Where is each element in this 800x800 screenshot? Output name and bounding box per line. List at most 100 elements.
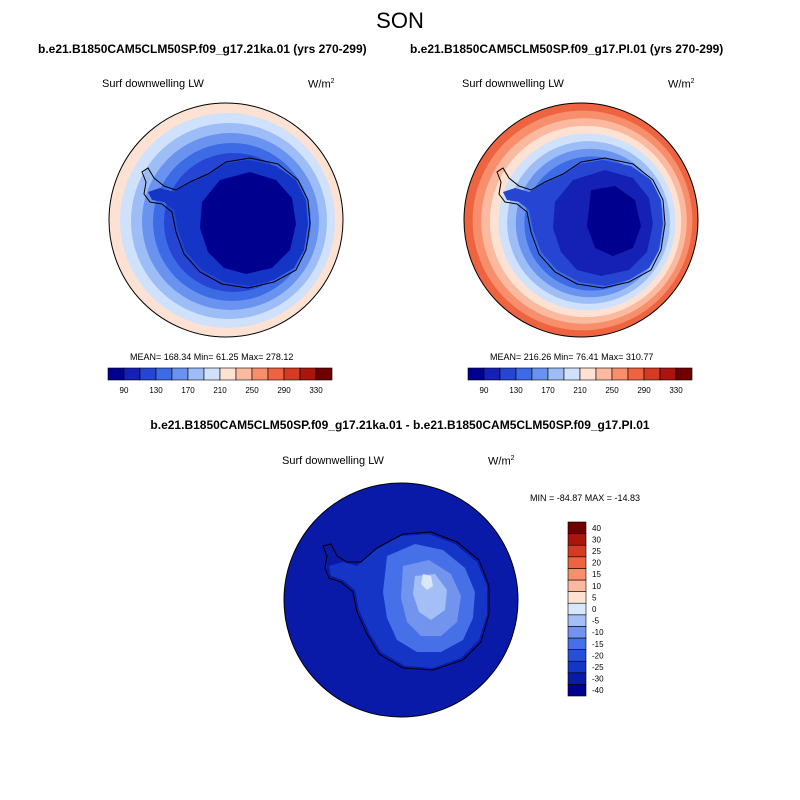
left-colorbar-box: [267, 367, 285, 381]
left-continent-core: [200, 172, 296, 274]
diff-colorbar-box: [567, 637, 587, 650]
diff-map-border: [283, 482, 519, 718]
diff-colorbar-label: -25: [592, 663, 604, 672]
left-stats: MEAN= 168.34 Min= 61.25 Max= 278.12: [130, 352, 294, 362]
diff-colorbar-label: 5: [592, 593, 597, 602]
diff-continent-patch: [421, 574, 433, 590]
right-colorbar-box: [563, 367, 581, 381]
right-colorbar-box: [515, 367, 533, 381]
right-colorbar-box: [627, 367, 645, 381]
right-polar-map: [463, 102, 699, 338]
diff-polar-map: [283, 482, 519, 718]
right-colorbar-label: 330: [669, 386, 683, 395]
left-colorbar-box: [139, 367, 157, 381]
left-colorbar-label: 90: [120, 386, 129, 395]
diff-colorbar-label: 30: [592, 535, 601, 544]
left-colorbar-box: [315, 367, 333, 381]
right-colorbar-box: [579, 367, 597, 381]
diff-case-title: b.e21.B1850CAM5CLM50SP.f09_g17.21ka.01 -…: [150, 418, 650, 432]
right-colorbar: 90130170210250290330370: [467, 367, 693, 395]
left-colorbar-label: 290: [277, 386, 291, 395]
right-colorbar-box: [547, 367, 565, 381]
right-stats: MEAN= 216.26 Min= 76.41 Max= 310.77: [490, 352, 654, 362]
diff-stats: MIN = -84.87 MAX = -14.83: [530, 493, 641, 503]
left-colorbar-label: 130: [149, 386, 163, 395]
left-colorbar-label: 250: [245, 386, 259, 395]
left-colorbar: 90130170210250290330370: [107, 367, 333, 395]
right-coastline: [496, 157, 666, 289]
diff-colorbar-label: -40: [592, 686, 604, 695]
right-case-title: b.e21.B1850CAM5CLM50SP.f09_g17.PI.01 (yr…: [410, 42, 724, 56]
right-colorbar-label: 210: [573, 386, 587, 395]
right-colorbar-box: [643, 367, 661, 381]
left-map-border: [108, 102, 344, 338]
diff-colorbar-box: [567, 579, 587, 592]
left-colorbar-box: [171, 367, 189, 381]
diff-colorbar-box: [567, 544, 587, 558]
right-colorbar-box: [531, 367, 549, 381]
left-case-title: b.e21.B1850CAM5CLM50SP.f09_g17.21ka.01 (…: [38, 42, 367, 56]
diff-variable-label: Surf downwelling LW: [282, 455, 384, 467]
left-colorbar-box: [235, 367, 253, 381]
right-colorbar-label: 250: [605, 386, 619, 395]
right-colorbar-box: [483, 367, 501, 381]
diff-coastline: [322, 531, 490, 671]
left-colorbar-box: [155, 367, 173, 381]
diff-colorbar-label: 25: [592, 547, 601, 556]
diff-colorbar-box: [567, 556, 587, 569]
diff-colorbar-label: 0: [592, 605, 597, 614]
right-variable-label: Surf downwelling LW: [462, 78, 564, 90]
right-colorbar-label: 130: [509, 386, 523, 395]
diff-colorbar-box: [567, 533, 587, 546]
right-colorbar-box: [467, 367, 485, 381]
right-units-label: W/m2: [668, 78, 695, 91]
left-colorbar-label: 330: [309, 386, 323, 395]
right-continent-core: [587, 186, 641, 256]
diff-colorbar-box: [567, 649, 587, 662]
left-units-label: W/m2: [308, 78, 335, 91]
diff-colorbar: -40 -30 -25 -20 -15 -10 -5 0 5 10 15 20 25 30 40: [567, 521, 604, 697]
left-colorbar-box: [203, 367, 221, 381]
left-colorbar-box: [283, 367, 301, 381]
diff-colorbar-label: -10: [592, 628, 604, 637]
left-colorbar-label: 210: [213, 386, 227, 395]
left-colorbar-box: [251, 367, 269, 381]
diff-colorbar-label: -30: [592, 675, 604, 684]
right-colorbar-box: [675, 367, 693, 381]
diff-colorbar-label: 10: [592, 582, 601, 591]
diff-colorbar-box: [567, 568, 587, 581]
diff-continent-core: [413, 574, 447, 620]
right-colorbar-box: [595, 367, 613, 381]
diff-colorbar-box: [567, 602, 587, 616]
diff-units-label: W/m2: [488, 455, 515, 468]
diff-colorbar-box: [567, 672, 587, 685]
diff-colorbar-label: 40: [592, 524, 601, 533]
left-variable-label: Surf downwelling LW: [102, 78, 204, 90]
diff-colorbar-box: [567, 626, 587, 639]
diff-colorbar-label: -15: [592, 640, 604, 649]
left-colorbar-box: [107, 367, 125, 381]
left-colorbar-label: 170: [181, 386, 195, 395]
diff-colorbar-box: [567, 660, 587, 674]
diff-colorbar-label: 15: [592, 570, 601, 579]
left-polar-map: [108, 102, 344, 338]
right-colorbar-box: [659, 367, 677, 381]
right-colorbar-box: [611, 367, 629, 381]
right-colorbar-label: 90: [480, 386, 489, 395]
right-map-border: [463, 102, 699, 338]
right-colorbar-box: [499, 367, 517, 381]
diff-colorbar-label: -20: [592, 651, 604, 660]
diff-colorbar-box: [567, 591, 587, 604]
left-coastline: [141, 157, 311, 289]
left-colorbar-box: [299, 367, 317, 381]
season-title: SON: [376, 8, 424, 33]
left-colorbar-box: [187, 367, 205, 381]
diff-colorbar-label: -5: [592, 617, 600, 626]
left-colorbar-box: [123, 367, 141, 381]
diff-colorbar-box: [567, 684, 587, 697]
right-colorbar-label: 290: [637, 386, 651, 395]
right-colorbar-label: 170: [541, 386, 555, 395]
diff-colorbar-box: [567, 521, 587, 534]
left-colorbar-box: [219, 367, 237, 381]
diff-colorbar-label: 20: [592, 559, 601, 568]
